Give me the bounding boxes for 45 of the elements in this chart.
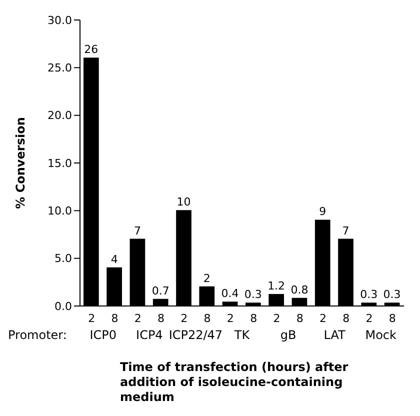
y-tick-label: 15.0 — [48, 156, 72, 170]
data-label: 0.4 — [221, 287, 239, 300]
data-label: 7 — [134, 224, 141, 238]
x-tick-label: 8 — [111, 312, 118, 325]
data-label: 10 — [176, 196, 191, 209]
x-tick-label: 2 — [88, 312, 96, 325]
text: Promoter: — [8, 328, 67, 342]
x-tick-label: 8 — [204, 312, 211, 325]
data-label: 2 — [203, 272, 210, 285]
x-tick-label: 2 — [366, 312, 373, 325]
x-tick-label: 8 — [250, 312, 258, 325]
data-label: 0.3 — [360, 288, 378, 302]
data-label: 0.3 — [244, 288, 262, 302]
y-tick-label: 5.0 — [54, 252, 72, 266]
data-label: 0.3 — [383, 288, 401, 302]
y-tick-label: 10.0 — [48, 204, 72, 218]
data-label: 26 — [84, 43, 98, 56]
x-tick-label: 2 — [180, 312, 188, 325]
x-axis-title: Time of transfection (hours) after addition of isoleucine-containing medium — [120, 360, 350, 405]
x-tick-label: 2 — [134, 312, 142, 325]
data-label: 0.7 — [152, 284, 170, 298]
text: TK — [234, 328, 250, 342]
data-label: 7 — [342, 224, 350, 238]
y-tick-label: 0.0 — [54, 300, 72, 313]
data-label: 0.8 — [290, 283, 308, 296]
data-label: 4 — [110, 252, 118, 266]
text: Mock — [365, 328, 396, 342]
y-axis-title: % Conversion — [13, 117, 28, 209]
text: ICP22/47 — [168, 328, 223, 342]
text: ICP4 — [136, 328, 163, 342]
x-tick-label: 2 — [226, 312, 234, 325]
x-tick-label: 2 — [273, 312, 280, 325]
y-tick-label: 20.0 — [48, 109, 72, 122]
x-tick-label: 2 — [320, 312, 326, 325]
y-tick-label: 30.0 — [48, 14, 72, 27]
data-label: 1.2 — [268, 280, 286, 293]
x-tick-label: 8 — [342, 312, 350, 325]
x-tick-label: 8 — [388, 312, 396, 325]
text: LAT — [324, 328, 346, 342]
x-tick-label: 8 — [158, 312, 164, 325]
y-tick-label: 25.0 — [48, 62, 72, 75]
x-tick-label: 8 — [296, 312, 304, 325]
text: gB — [280, 328, 296, 342]
data-label: 9 — [319, 205, 326, 218]
text: ICP0 — [90, 328, 117, 342]
